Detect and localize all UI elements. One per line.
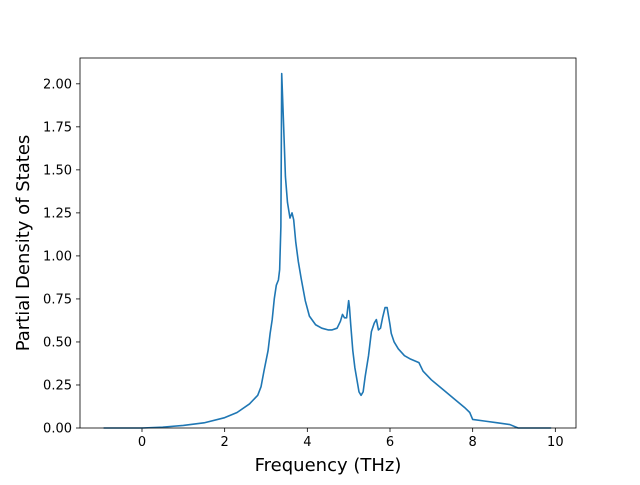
x-tick-label: 2 xyxy=(221,435,229,450)
y-tick-label: 1.50 xyxy=(43,163,72,178)
y-axis-label: Partial Density of States xyxy=(13,135,34,352)
y-tick-label: 1.75 xyxy=(43,120,72,135)
y-tick-label: 1.25 xyxy=(43,206,72,221)
y-tick-label: 0.00 xyxy=(43,422,72,437)
y-tick-label: 0.75 xyxy=(43,292,72,307)
pdos-line xyxy=(103,72,552,429)
x-tick-label: 0 xyxy=(138,435,146,450)
plot-frame xyxy=(79,57,577,429)
y-tick-label: 0.50 xyxy=(43,335,72,350)
y-tick-label: 0.25 xyxy=(43,378,72,393)
x-tick-label: 4 xyxy=(303,435,311,450)
x-axis-label: Frequency (THz) xyxy=(255,455,402,476)
x-tick-label: 8 xyxy=(469,435,477,450)
y-tick-label: 1.00 xyxy=(43,249,72,264)
series-layer xyxy=(103,72,552,429)
x-tick-label: 10 xyxy=(547,435,564,450)
x-tick-label: 6 xyxy=(386,435,394,450)
y-tick-label: 2.00 xyxy=(43,77,72,92)
ticks-layer: 0 2 4 6 8 10 0.00 0.25 0.50 0.75 1.00 1.25 1.50 1.75 2… xyxy=(43,77,564,450)
